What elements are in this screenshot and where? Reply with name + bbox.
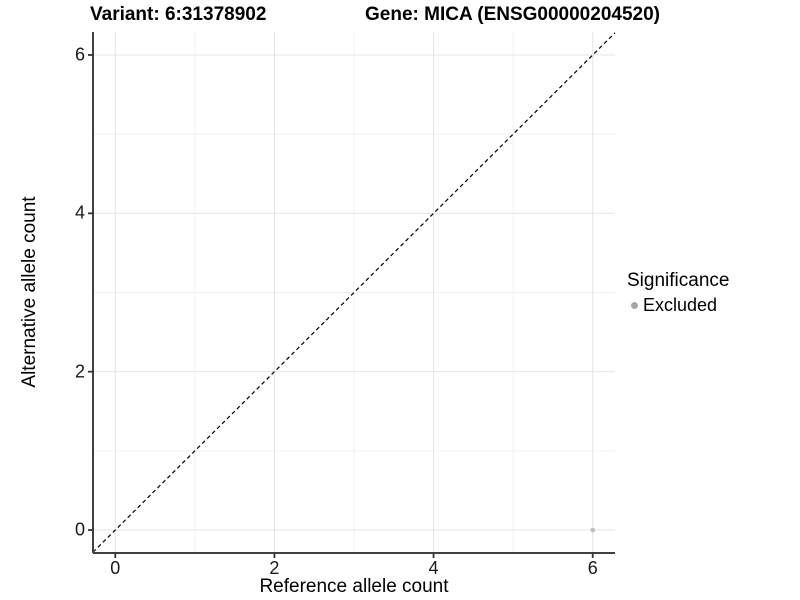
plot-title-variant: Variant: 6:31378902 [90, 4, 267, 25]
x-tick-label: 6 [587, 558, 598, 578]
legend-item-label: Excluded [643, 295, 718, 315]
y-tick-label: 6 [74, 44, 85, 65]
x-tick-label: 4 [428, 558, 439, 578]
identity-dashed-line [92, 32, 616, 553]
legend: Significance Excluded [627, 270, 729, 316]
data-point [590, 527, 596, 533]
x-axis-title: Reference allele count [259, 576, 449, 597]
y-tick-label: 2 [74, 361, 85, 382]
x-tick-label: 2 [269, 558, 280, 578]
y-tick-label: 0 [74, 519, 85, 540]
y-tick-label: 4 [74, 202, 85, 223]
x-tick-label: 0 [110, 558, 121, 578]
legend-title: Significance [627, 270, 730, 291]
y-axis-title: Alternative allele count [19, 196, 40, 388]
plot-title-gene: Gene: MICA (ENSG00000204520) [365, 4, 660, 25]
legend-point-icon [631, 301, 638, 309]
plot-panel [88, 32, 616, 558]
legend-item-excluded: Excluded [627, 294, 729, 316]
